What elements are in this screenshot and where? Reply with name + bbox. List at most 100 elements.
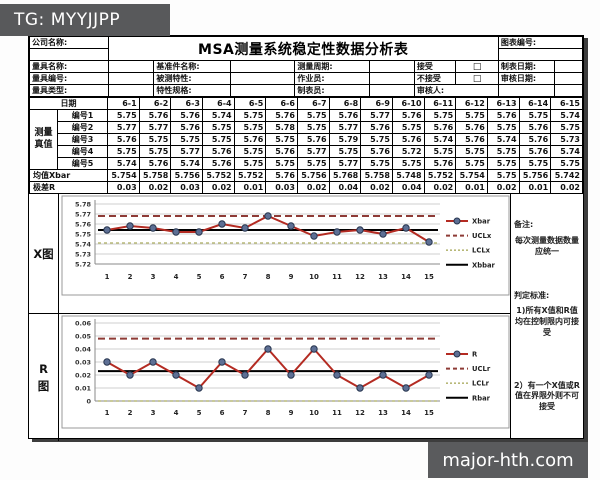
svg-text:UCLr: UCLr bbox=[472, 365, 491, 373]
chart-no-value[interactable] bbox=[497, 48, 584, 61]
gauge-name-value[interactable] bbox=[107, 60, 155, 73]
date-cell: 6-12 bbox=[455, 97, 488, 110]
value-cell: 5.77 bbox=[107, 121, 140, 134]
svg-text:15: 15 bbox=[424, 409, 434, 417]
svg-text:LCLr: LCLr bbox=[472, 380, 490, 388]
value-cell: 5.756 bbox=[170, 169, 203, 182]
notes-panel: 备注: 每次测量数据数量应统一 判定标准: 1)所有X值和R值均在控制限内可接受… bbox=[510, 194, 583, 438]
svg-text:11: 11 bbox=[332, 409, 342, 417]
value-cell: 5.75 bbox=[391, 157, 425, 170]
value-cell: 5.752 bbox=[423, 169, 457, 182]
value-cell: 5.74 bbox=[486, 133, 520, 146]
value-cell: 5.76 bbox=[107, 133, 140, 146]
value-cell: 5.76 bbox=[360, 145, 393, 158]
range-row-label: 极差R bbox=[29, 181, 108, 194]
value-cell: 0.02 bbox=[360, 181, 393, 194]
svg-text:14: 14 bbox=[401, 409, 411, 417]
x-chart-label: X图 bbox=[29, 194, 59, 313]
svg-text:3: 3 bbox=[151, 409, 156, 417]
value-cell: 5.78 bbox=[265, 121, 298, 134]
value-cell: 5.752 bbox=[201, 169, 235, 182]
characteristic-spec-value[interactable] bbox=[229, 84, 296, 97]
value-cell: 5.768 bbox=[328, 169, 362, 182]
value-cell: 5.75 bbox=[265, 157, 298, 170]
gauge-no-value[interactable] bbox=[107, 72, 155, 85]
value-cell: 5.75 bbox=[296, 121, 330, 134]
svg-text:2: 2 bbox=[128, 409, 133, 417]
value-cell: 5.76 bbox=[391, 133, 425, 146]
svg-text:13: 13 bbox=[378, 409, 388, 417]
date-cell: 6-8 bbox=[328, 97, 362, 110]
value-cell: 5.75 bbox=[296, 157, 330, 170]
value-cell: 5.76 bbox=[518, 121, 552, 134]
tabulation-date-value[interactable] bbox=[554, 60, 583, 73]
remark-text: 每次测量数据数量应统一 bbox=[515, 235, 579, 256]
value-cell: 5.76 bbox=[518, 133, 552, 146]
svg-text:14: 14 bbox=[401, 273, 411, 281]
value-cell: 0.01 bbox=[518, 181, 552, 194]
svg-text:1: 1 bbox=[105, 409, 110, 417]
auditor-value-2[interactable] bbox=[554, 84, 583, 97]
value-cell: 5.75 bbox=[360, 133, 393, 146]
tabulation-date-label: 制表日期: bbox=[497, 60, 556, 73]
value-cell: 5.74 bbox=[201, 109, 235, 122]
measured-characteristic-value[interactable] bbox=[229, 72, 296, 85]
value-cell: 5.758 bbox=[138, 169, 172, 182]
value-cell: 5.76 bbox=[265, 109, 298, 122]
value-cell: 5.75 bbox=[486, 121, 520, 134]
value-cell: 5.754 bbox=[455, 169, 488, 182]
value-cell: 5.76 bbox=[391, 109, 425, 122]
svg-text:UCLx: UCLx bbox=[472, 232, 492, 240]
date-cell: 6-2 bbox=[138, 97, 172, 110]
value-cell: 5.76 bbox=[265, 169, 298, 182]
svg-text:0: 0 bbox=[86, 398, 91, 406]
value-cell: 5.74 bbox=[170, 157, 203, 170]
accept-checkbox[interactable]: □ bbox=[455, 60, 499, 73]
row-label: 编号1 bbox=[57, 109, 108, 122]
tabulator-value[interactable] bbox=[369, 84, 415, 97]
reference-part-value[interactable] bbox=[229, 60, 296, 73]
svg-text:Xbbar: Xbbar bbox=[472, 261, 496, 269]
value-cell: 5.75 bbox=[423, 109, 457, 122]
value-cell: 5.75 bbox=[170, 133, 203, 146]
value-cell: 5.756 bbox=[518, 169, 552, 182]
svg-text:13: 13 bbox=[378, 273, 388, 281]
svg-text:15: 15 bbox=[424, 273, 434, 281]
xbar-row: 均值Xbar 5.754 5.758 5.756 5.752 5.752 5.76 5.756… bbox=[29, 169, 583, 182]
svg-text:5.77: 5.77 bbox=[75, 211, 91, 219]
value-cell: 0.02 bbox=[550, 181, 583, 194]
value-cell: 5.75 bbox=[265, 133, 298, 146]
auditor-value[interactable] bbox=[497, 84, 556, 97]
not-accept-label: 不接受 bbox=[413, 72, 457, 85]
gauge-type-value[interactable] bbox=[107, 84, 155, 97]
value-cell: 5.74 bbox=[423, 133, 457, 146]
value-cell: 5.77 bbox=[296, 145, 330, 158]
value-cell: 5.76 bbox=[170, 109, 203, 122]
value-cell: 0.01 bbox=[233, 181, 267, 194]
audit-date-value[interactable] bbox=[554, 72, 583, 85]
date-cell: 6-13 bbox=[486, 97, 520, 110]
value-cell: 5.76 bbox=[201, 157, 235, 170]
value-cell: 5.77 bbox=[328, 121, 362, 134]
company-name-value[interactable] bbox=[29, 48, 109, 61]
date-cell: 6-4 bbox=[201, 97, 235, 110]
date-row-label: 日期 bbox=[29, 97, 108, 110]
svg-text:3: 3 bbox=[151, 273, 156, 281]
value-cell: 5.75 bbox=[138, 145, 172, 158]
not-accept-checkbox[interactable]: □ bbox=[455, 72, 499, 85]
svg-text:4: 4 bbox=[174, 273, 179, 281]
value-cell: 5.76 bbox=[455, 133, 488, 146]
value-cell: 5.77 bbox=[170, 145, 203, 158]
page-title: MSA测量系统稳定性数据分析表 bbox=[107, 36, 499, 61]
value-cell: 5.76 bbox=[486, 109, 520, 122]
gauge-type-label: 量具类型: bbox=[29, 84, 109, 97]
svg-text:6: 6 bbox=[220, 273, 225, 281]
company-name-label: 公司名称: bbox=[29, 36, 109, 49]
measurement-cycle-label: 测量周期: bbox=[294, 60, 371, 73]
svg-text:5.72: 5.72 bbox=[75, 261, 91, 269]
value-cell: 0.04 bbox=[328, 181, 362, 194]
date-cell: 6-1 bbox=[107, 97, 140, 110]
measurement-cycle-value[interactable] bbox=[369, 60, 415, 73]
operator-value[interactable] bbox=[369, 72, 415, 85]
value-cell: 5.76 bbox=[518, 145, 552, 158]
